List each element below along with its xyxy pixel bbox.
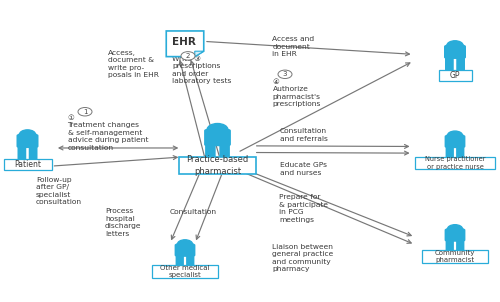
Circle shape: [278, 70, 292, 79]
Text: Access,
document &
write pro-
posals in EHR: Access, document & write pro- posals in …: [108, 50, 158, 78]
Polygon shape: [166, 31, 204, 57]
Circle shape: [448, 225, 462, 234]
FancyBboxPatch shape: [174, 243, 196, 257]
FancyBboxPatch shape: [456, 146, 464, 159]
FancyBboxPatch shape: [446, 240, 454, 253]
FancyBboxPatch shape: [456, 57, 465, 71]
FancyBboxPatch shape: [186, 255, 194, 268]
Circle shape: [178, 240, 192, 249]
Polygon shape: [195, 51, 204, 57]
Text: 3: 3: [283, 71, 287, 77]
FancyBboxPatch shape: [438, 70, 472, 81]
FancyBboxPatch shape: [220, 144, 230, 161]
Text: Prepare for
& participate
in PCG
meetings: Prepare for & participate in PCG meeting…: [279, 194, 328, 223]
FancyBboxPatch shape: [444, 135, 466, 148]
Text: Liaison between
general practice
and community
pharmacy: Liaison between general practice and com…: [272, 244, 334, 272]
FancyBboxPatch shape: [16, 134, 38, 148]
Text: 2: 2: [186, 53, 190, 59]
FancyBboxPatch shape: [445, 57, 454, 71]
FancyBboxPatch shape: [205, 144, 216, 161]
Text: EHR: EHR: [172, 37, 196, 47]
Text: Other medical
specialist: Other medical specialist: [160, 265, 210, 278]
Text: 1: 1: [83, 109, 87, 115]
FancyBboxPatch shape: [444, 45, 466, 59]
Text: Follow-up
after GP/
specialist
consultation: Follow-up after GP/ specialist consultat…: [36, 177, 82, 205]
Text: Access and
document
in EHR: Access and document in EHR: [272, 36, 314, 57]
FancyBboxPatch shape: [29, 146, 38, 160]
FancyBboxPatch shape: [415, 157, 495, 169]
Text: GP: GP: [450, 71, 460, 80]
Text: Patient: Patient: [14, 160, 41, 169]
FancyBboxPatch shape: [4, 159, 51, 170]
FancyBboxPatch shape: [152, 265, 218, 278]
Text: Process
hospital
discharge
letters: Process hospital discharge letters: [105, 208, 142, 237]
Circle shape: [447, 41, 463, 51]
FancyBboxPatch shape: [18, 146, 26, 160]
Text: Nurse practitioner
or practice nurse: Nurse practitioner or practice nurse: [425, 156, 485, 169]
Circle shape: [78, 108, 92, 116]
Text: Consultation: Consultation: [170, 209, 217, 215]
Text: Educate GPs
and nurses: Educate GPs and nurses: [280, 162, 327, 176]
Text: ④
Authorize
pharmacist's
prescriptions: ④ Authorize pharmacist's prescriptions: [272, 79, 321, 107]
FancyBboxPatch shape: [444, 228, 466, 242]
FancyBboxPatch shape: [422, 250, 488, 263]
Circle shape: [181, 52, 195, 60]
Circle shape: [19, 130, 36, 140]
Circle shape: [207, 124, 228, 136]
FancyBboxPatch shape: [204, 129, 231, 146]
Text: Write ③
prescriptions
and order
laboratory tests: Write ③ prescriptions and order laborato…: [172, 56, 232, 84]
Text: Community
pharmacist: Community pharmacist: [435, 250, 475, 263]
FancyBboxPatch shape: [179, 157, 256, 174]
FancyBboxPatch shape: [176, 255, 184, 268]
Circle shape: [448, 131, 462, 140]
FancyBboxPatch shape: [446, 146, 454, 159]
Text: ①
Treatment changes
& self-management
advice during patient
consultation: ① Treatment changes & self-management ad…: [68, 115, 148, 151]
Text: Consultation
and referrals: Consultation and referrals: [280, 128, 328, 142]
FancyBboxPatch shape: [456, 240, 464, 253]
Text: Practice-based
pharmacist: Practice-based pharmacist: [186, 156, 248, 175]
